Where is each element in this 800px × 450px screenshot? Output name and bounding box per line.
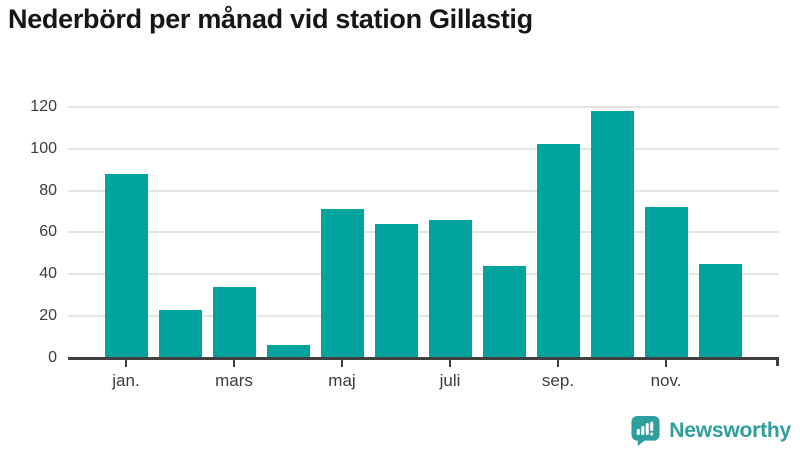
x-axis-label: maj (328, 371, 356, 390)
chart-bar (212, 286, 256, 358)
y-axis-label: 40 (39, 265, 57, 283)
x-axis-tick (233, 360, 235, 367)
gridline (68, 315, 779, 318)
chart-bar (374, 224, 418, 358)
y-axis-label: 0 (48, 349, 57, 366)
y-axis-label: 100 (30, 139, 57, 157)
x-axis-label: sep. (541, 371, 575, 390)
chart-bar (590, 110, 634, 358)
x-axis-label: nov. (650, 371, 682, 390)
brand-name: Newsworthy (669, 418, 791, 442)
gridline (68, 273, 779, 276)
chart-bar (158, 309, 202, 358)
x-axis-tick (557, 360, 559, 367)
x-axis-tick (665, 360, 667, 367)
x-axis-tick (449, 360, 451, 367)
x-axis-label: juli (439, 371, 461, 390)
gridline (68, 231, 779, 234)
x-axis-label: mars (215, 371, 253, 390)
x-axis-label: jan. (112, 371, 140, 390)
plot-area: jan. mars maj juli sep. nov. (68, 90, 779, 390)
newsworthy-icon (631, 415, 660, 446)
y-axis-label: 120 (30, 97, 57, 115)
x-axis-tick (341, 360, 343, 367)
gridline (68, 189, 779, 192)
y-axis-label: 80 (39, 181, 57, 199)
chart-bar (536, 144, 580, 358)
chart-title: Nederbörd per månad vid station Gillasti… (8, 4, 533, 34)
newsworthy-brand-link[interactable]: Newsworthy (630, 415, 791, 446)
y-axis-label: 60 (39, 223, 57, 241)
chart-bar (104, 173, 148, 358)
x-axis-endcap (776, 357, 779, 366)
chart-bar (698, 263, 742, 358)
gridline (68, 105, 779, 108)
gridline (68, 147, 779, 150)
y-axis-label: 20 (39, 307, 57, 325)
x-axis-line (68, 357, 779, 360)
x-axis-tick (125, 360, 127, 367)
chart-bar (320, 209, 364, 358)
chart-bar (482, 265, 526, 358)
chart-bar (428, 219, 472, 358)
chart-bar (266, 345, 310, 358)
chart-bar (644, 207, 688, 358)
